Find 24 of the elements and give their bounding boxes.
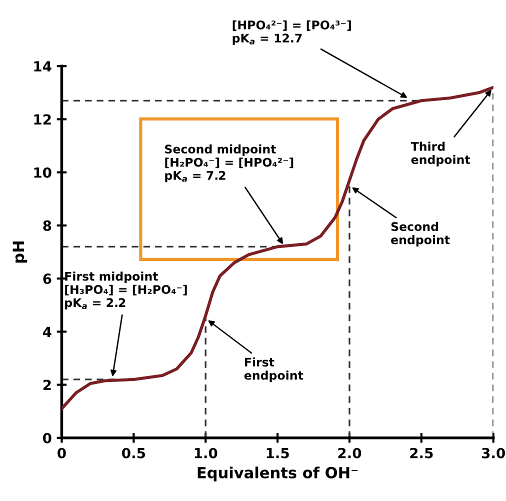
y-axis-title: pH <box>12 242 28 263</box>
annotation: [HPO₄²⁻] = [PO₄³⁻] pK$_{a}$ = 12.7 <box>232 20 351 45</box>
line-series <box>62 86 494 410</box>
x-axis-title: Equivalents of OH⁻ <box>198 466 358 482</box>
y-tick-label: 8 <box>43 220 52 231</box>
y-tick-label: 14 <box>34 61 52 72</box>
y-tick-label: 6 <box>43 274 52 284</box>
annotation: Second endpoint <box>391 222 450 247</box>
x-tick-label: 2.0 <box>338 448 362 458</box>
x-tick-label: 0.5 <box>122 448 145 458</box>
x-tick-label: 1.5 <box>266 448 289 458</box>
y-tick-label: 4 <box>42 326 52 337</box>
x-tick-label: 0 <box>58 448 66 458</box>
y-tick-label: 10 <box>34 167 52 178</box>
annotation: Second midpoint [H₂PO₄⁻] = [HPO₄²⁻] pK$_{a}$ = 7.2 <box>165 144 294 182</box>
y-tick-label: 2 <box>43 380 51 390</box>
y-tick-label: 12 <box>34 114 51 125</box>
x-tick-label: 1.0 <box>194 448 218 458</box>
annotation: Third endpoint <box>410 142 470 166</box>
annotation: First midpoint [H₃PO₄] = [H₂PO₄⁻] pK$_{a}$ = 2.2 <box>65 272 187 310</box>
x-tick-label: 3.0 <box>482 448 505 458</box>
y-tick-label: 0 <box>43 432 52 444</box>
x-tick-label: 2.5 <box>410 448 433 458</box>
annotation: First endpoint <box>244 357 304 382</box>
